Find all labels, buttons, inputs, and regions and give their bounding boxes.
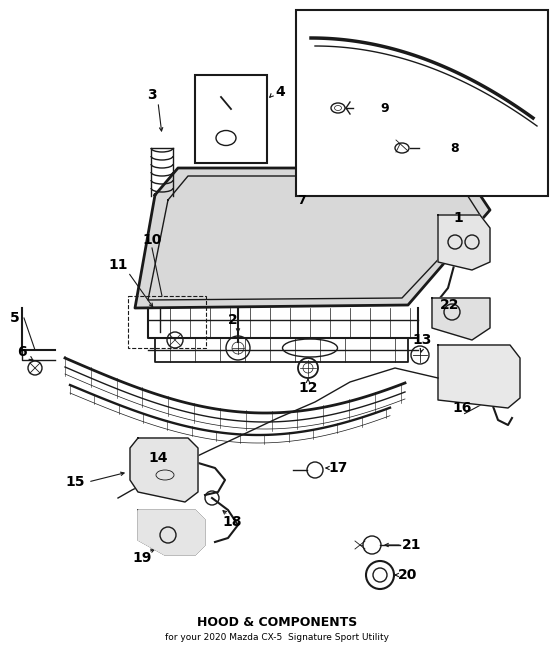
Polygon shape [138,510,205,555]
Polygon shape [130,438,198,502]
Text: 15: 15 [65,475,85,489]
Text: for your 2020 Mazda CX-5  Signature Sport Utility: for your 2020 Mazda CX-5 Signature Sport… [165,633,389,643]
Text: 22: 22 [440,298,460,312]
Text: 2: 2 [228,313,238,327]
Text: HOOD & COMPONENTS: HOOD & COMPONENTS [197,615,357,628]
Text: 10: 10 [142,233,162,247]
Bar [128,296,206,348]
Text: 16: 16 [452,401,471,415]
Text: 3: 3 [147,88,157,102]
Text: 18: 18 [222,515,242,529]
Text: 7: 7 [297,193,306,206]
Text: 14: 14 [148,451,168,465]
Text: 6: 6 [17,345,27,359]
Polygon shape [432,298,490,340]
Polygon shape [135,168,490,308]
Text: 4: 4 [275,85,285,99]
Text: 19: 19 [132,551,152,565]
Text: 8: 8 [451,141,459,154]
Polygon shape [438,215,490,270]
Text: 1: 1 [453,211,463,225]
Polygon shape [438,345,520,408]
Text: 11: 11 [108,258,128,272]
Text: 21: 21 [402,538,422,552]
Text: 13: 13 [412,333,432,347]
Bar [195,75,267,163]
Text: 12: 12 [298,381,318,395]
Text: 5: 5 [10,311,20,325]
Text: 17: 17 [329,461,348,475]
Text: 20: 20 [398,568,418,582]
Text: 9: 9 [381,101,389,114]
Bar [296,10,548,196]
